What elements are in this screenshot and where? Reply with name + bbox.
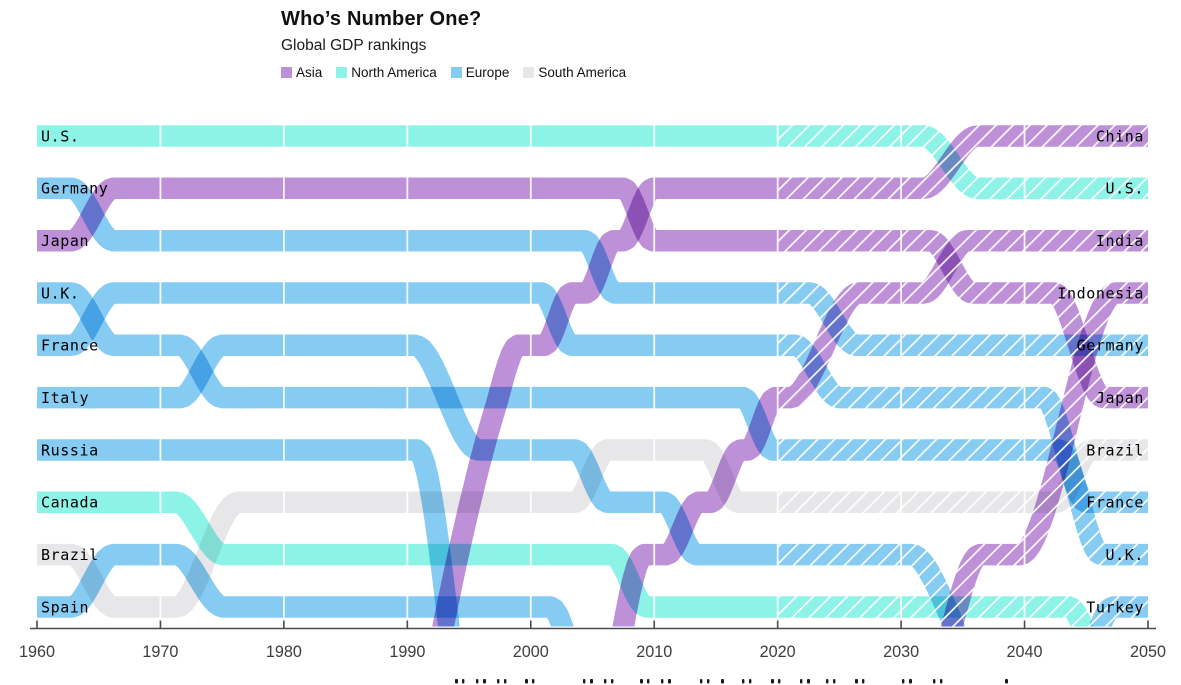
forecast-hatch-overlay (777, 110, 1148, 627)
legend-swatch (336, 67, 348, 78)
clipped-caption-fragment (700, 679, 703, 684)
legend-swatch (523, 67, 535, 78)
clipped-caption-fragment (749, 679, 752, 684)
clipped-caption-fragment (647, 679, 650, 684)
country-label-right-indonesia: Indonesia (1057, 284, 1144, 302)
country-label-left-brazil: Brazil (41, 546, 99, 564)
clipped-caption-fragment (721, 679, 724, 684)
legend-item-asia: Asia (281, 65, 322, 80)
plot-area (30, 110, 1152, 627)
legend-label: Europe (465, 65, 510, 80)
clipped-caption-fragment (1005, 679, 1008, 684)
country-label-right-india: India (1096, 232, 1144, 250)
legend-label: Asia (296, 65, 323, 80)
clipped-caption-fragment (604, 679, 607, 684)
clipped-caption-fragment (532, 679, 535, 684)
clipped-caption-fragment (778, 679, 781, 684)
clipped-caption-fragment (504, 679, 507, 684)
clipped-caption-fragment (497, 679, 500, 684)
country-label-left-uk: U.K. (41, 284, 80, 302)
clipped-caption-fragment (855, 679, 858, 684)
x-axis-label-1960: 1960 (19, 643, 55, 661)
country-label-right-france: France (1086, 494, 1144, 512)
country-label-left-spain: Spain (41, 598, 89, 616)
x-axis-label-1990: 1990 (389, 643, 425, 661)
clipped-caption-fragment (462, 679, 465, 684)
x-axis-label-1980: 1980 (266, 643, 302, 661)
clipped-caption-fragment (833, 679, 836, 684)
legend-item-europe: Europe (450, 65, 510, 80)
clipped-caption-fragment (826, 679, 829, 684)
clipped-caption-fragment (940, 679, 943, 684)
country-label-right-germany: Germany (1077, 337, 1144, 355)
clipped-caption-fragment (611, 679, 614, 684)
country-label-left-canada: Canada (41, 494, 99, 512)
series-band-spain (30, 543, 574, 627)
country-label-right-us: U.S. (1105, 180, 1144, 198)
country-label-left-france: France (41, 337, 99, 355)
country-label-left-us: U.S. (41, 127, 80, 145)
country-label-right-china: China (1096, 127, 1144, 145)
clipped-caption-fragment (455, 679, 458, 684)
clipped-caption-fragment (583, 679, 586, 684)
legend-swatch (450, 67, 462, 78)
clipped-caption-fragment (933, 679, 936, 684)
clipped-caption-fragment (742, 679, 745, 684)
legend-swatch (281, 67, 292, 78)
clipped-caption-fragment (862, 679, 865, 684)
series-band-russia (30, 439, 460, 627)
clipped-caption-fragment (525, 679, 528, 684)
x-axis-label-2010: 2010 (636, 643, 672, 661)
clipped-caption-fragment (909, 679, 912, 684)
legend-item-north-america: North America (336, 65, 437, 80)
country-label-right-turkey: Turkey (1086, 598, 1144, 616)
country-label-left-italy: Italy (41, 389, 89, 407)
country-label-left-germany: Germany (41, 180, 108, 198)
clipped-caption-fragment (590, 679, 593, 684)
clipped-caption-fragment (668, 679, 671, 684)
x-axis-label-2050: 2050 (1130, 643, 1166, 661)
country-label-right-japan: Japan (1096, 389, 1144, 407)
clipped-caption-fragment (902, 679, 905, 684)
clipped-caption-fragment (483, 679, 486, 684)
x-axis-label-2020: 2020 (760, 643, 796, 661)
legend-item-south-america: South America (523, 65, 626, 80)
clipped-caption-fragment (661, 679, 664, 684)
clipped-caption-fragment (707, 679, 710, 684)
x-axis-label-2000: 2000 (513, 643, 549, 661)
country-label-right-brazil: Brazil (1086, 441, 1144, 459)
x-axis-label-1970: 1970 (142, 643, 178, 661)
chart-subtitle: Global GDP rankings (281, 37, 427, 54)
legend-label: North America (351, 65, 437, 80)
x-axis-label-2030: 2030 (883, 643, 919, 661)
clipped-caption-fragment (807, 679, 810, 684)
legend: Asia North America Europe South America (281, 65, 640, 80)
clipped-caption-fragment (771, 679, 774, 684)
clipped-caption-fragment (640, 679, 643, 684)
chart-header: Who’s Number One? Global GDP rankings As… (281, 8, 640, 80)
country-label-right-uk: U.K. (1105, 546, 1144, 564)
legend-label: South America (538, 65, 627, 80)
country-label-left-russia: Russia (41, 441, 99, 459)
country-label-left-japan: Japan (41, 232, 89, 250)
clipped-caption-fragment (476, 679, 479, 684)
chart-title: Who’s Number One? (281, 8, 482, 30)
x-axis-label-2040: 2040 (1007, 643, 1043, 661)
clipped-caption-fragment (800, 679, 803, 684)
